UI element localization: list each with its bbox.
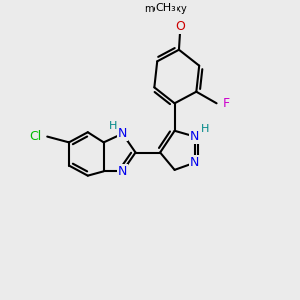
Text: methoxy: methoxy [145, 4, 187, 14]
Text: O: O [176, 20, 185, 33]
Text: N: N [190, 156, 200, 169]
Text: Cl: Cl [29, 130, 41, 143]
Text: H: H [109, 122, 117, 131]
Text: F: F [222, 97, 230, 110]
Text: N: N [118, 127, 127, 140]
Text: N: N [190, 130, 200, 143]
Text: N: N [118, 165, 127, 178]
Text: CH₃: CH₃ [155, 3, 176, 13]
Text: H: H [201, 124, 209, 134]
